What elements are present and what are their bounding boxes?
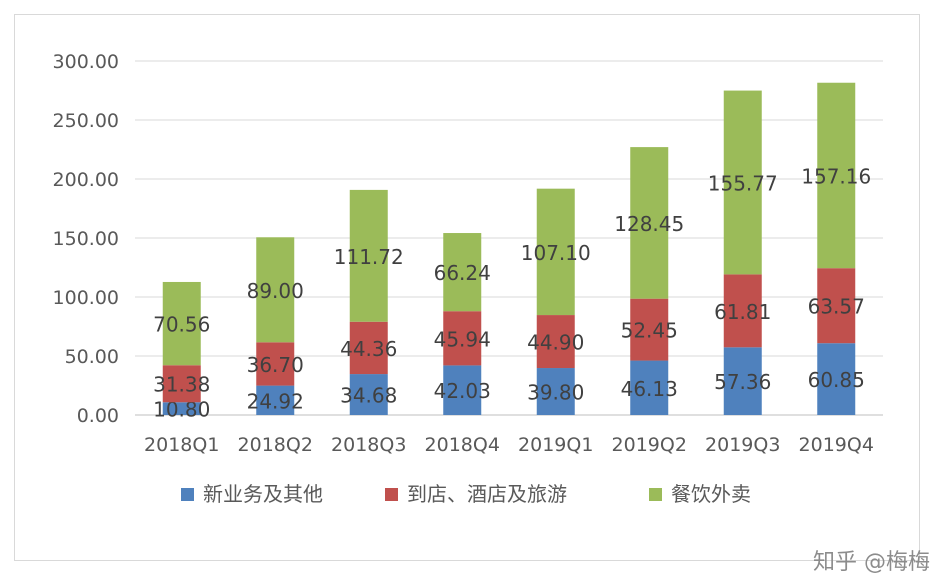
bar-segment <box>162 402 201 415</box>
x-tick-label: 2018Q1 <box>144 434 219 456</box>
data-label: 44.36 <box>340 337 397 361</box>
data-label: 57.36 <box>714 370 771 394</box>
bar-segment <box>817 268 856 344</box>
x-tick-label: 2019Q1 <box>518 434 593 456</box>
x-tick-label: 2019Q3 <box>705 434 780 456</box>
data-label: 31.38 <box>153 373 210 397</box>
y-tick-label: 250.00 <box>53 110 119 132</box>
bar-segment <box>723 90 762 275</box>
bar-segment <box>536 188 575 316</box>
data-label: 34.68 <box>340 384 397 408</box>
data-label: 128.45 <box>614 212 684 236</box>
bar-segment <box>443 233 482 312</box>
legend-label: 餐饮外卖 <box>671 482 751 506</box>
data-label: 44.90 <box>527 331 584 355</box>
data-label: 39.80 <box>527 381 584 405</box>
stacked-bar-chart: 0.00 50.00 100.00 150.00 200.00 250.00 300.00 1… <box>53 51 883 506</box>
x-tick-label: 2019Q2 <box>612 434 687 456</box>
data-label: 89.00 <box>247 279 304 303</box>
bar-segment <box>630 360 669 415</box>
bar-segment <box>630 298 669 361</box>
bar-segment <box>443 311 482 366</box>
x-tick-label: 2018Q3 <box>331 434 406 456</box>
data-label: 45.94 <box>434 327 491 351</box>
data-label: 66.24 <box>434 261 491 285</box>
data-label: 60.85 <box>808 368 865 392</box>
chart-frame: 0.00 50.00 100.00 150.00 200.00 250.00 300.00 1… <box>14 14 920 561</box>
x-tick-label: 2019Q4 <box>799 434 874 456</box>
x-tick-label: 2018Q4 <box>425 434 500 456</box>
legend-swatch <box>649 488 662 501</box>
data-label: 36.70 <box>247 353 304 377</box>
bar-segment <box>536 315 575 369</box>
data-label: 70.56 <box>153 313 210 337</box>
bar-segment <box>349 189 388 322</box>
bar-segment <box>443 365 482 415</box>
legend-label: 到店、酒店及旅游 <box>407 482 567 506</box>
bar-segment <box>162 281 201 366</box>
legend-swatch <box>385 488 398 501</box>
y-tick-label: 100.00 <box>53 287 119 309</box>
bar-segment <box>256 342 295 386</box>
data-label: 52.45 <box>621 319 678 343</box>
bar-segment <box>817 82 856 269</box>
data-label: 111.72 <box>334 245 404 269</box>
bar-segment <box>817 343 856 415</box>
data-label: 61.81 <box>714 300 771 324</box>
data-label: 63.57 <box>808 295 865 319</box>
bar-segment <box>536 368 575 415</box>
y-tick-label: 0.00 <box>77 405 119 427</box>
bar-segment <box>256 385 295 415</box>
x-tick-label: 2018Q2 <box>238 434 313 456</box>
bar-segment <box>349 374 388 415</box>
bar-segment <box>723 274 762 348</box>
legend-label: 新业务及其他 <box>203 482 323 506</box>
data-label: 42.03 <box>434 379 491 403</box>
data-label: 24.92 <box>247 389 304 413</box>
data-label: 155.77 <box>708 171 778 195</box>
y-tick-label: 50.00 <box>65 346 119 368</box>
y-tick-label: 150.00 <box>53 228 119 250</box>
bar-segment <box>723 347 762 415</box>
bar-segment <box>162 365 201 403</box>
y-tick-label: 200.00 <box>53 169 119 191</box>
data-label: 107.10 <box>521 241 591 265</box>
bar-segment <box>630 147 669 299</box>
bar-segment <box>349 321 388 375</box>
watermark: 知乎 @梅梅 <box>813 550 930 575</box>
bar-segment <box>256 237 295 343</box>
data-label: 157.16 <box>801 164 871 188</box>
legend-swatch <box>181 488 194 501</box>
y-tick-label: 300.00 <box>53 51 119 73</box>
data-label: 46.13 <box>621 377 678 401</box>
